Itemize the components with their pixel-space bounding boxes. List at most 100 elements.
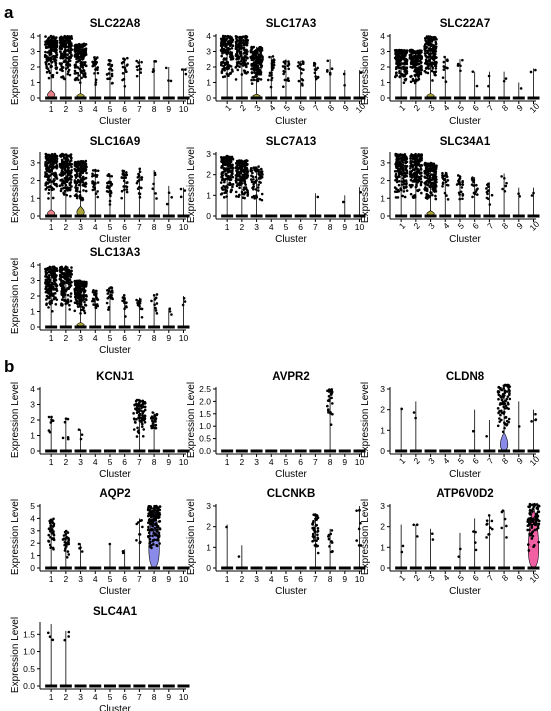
data-point bbox=[65, 542, 69, 546]
zero-points bbox=[294, 566, 307, 570]
data-point bbox=[46, 56, 50, 59]
data-point bbox=[96, 169, 100, 173]
data-point bbox=[224, 168, 228, 172]
data-point bbox=[108, 174, 111, 178]
data-point bbox=[238, 179, 241, 182]
data-point bbox=[154, 420, 157, 423]
data-point bbox=[47, 174, 51, 178]
data-point bbox=[429, 185, 433, 188]
zero-points bbox=[45, 214, 58, 218]
data-point bbox=[151, 509, 154, 513]
data-point bbox=[68, 182, 71, 185]
chart-title: SLC16A9 bbox=[90, 136, 141, 148]
data-point bbox=[427, 41, 430, 45]
y-tick-label: 1 bbox=[30, 78, 35, 88]
data-point bbox=[435, 164, 438, 168]
data-point bbox=[244, 59, 247, 62]
data-point bbox=[432, 58, 436, 62]
data-point bbox=[503, 517, 507, 521]
x-tick-label: 7 bbox=[485, 102, 496, 113]
data-point bbox=[147, 505, 151, 508]
data-point bbox=[79, 171, 82, 175]
data-point bbox=[253, 197, 256, 200]
data-point bbox=[416, 189, 420, 193]
data-point bbox=[402, 180, 405, 184]
data-point bbox=[400, 165, 404, 168]
data-point bbox=[254, 50, 258, 53]
data-point bbox=[446, 198, 450, 201]
data-point bbox=[499, 388, 502, 391]
x-tick-label: 9 bbox=[166, 104, 171, 114]
data-point bbox=[253, 57, 257, 61]
data-point bbox=[238, 36, 241, 39]
zero-points bbox=[395, 214, 408, 218]
data-point bbox=[120, 189, 124, 193]
data-point bbox=[423, 51, 427, 55]
data-point bbox=[441, 185, 444, 188]
data-point bbox=[69, 292, 73, 295]
data-point bbox=[49, 51, 53, 55]
data-point bbox=[152, 182, 155, 186]
data-point bbox=[505, 397, 509, 401]
zero-points bbox=[324, 449, 337, 453]
data-point bbox=[250, 82, 254, 85]
data-point bbox=[46, 169, 49, 173]
y-tick-label: 1 bbox=[30, 307, 35, 317]
data-point bbox=[59, 165, 63, 169]
y-tick-label: 1 bbox=[206, 190, 211, 200]
data-point bbox=[138, 532, 141, 536]
data-point bbox=[62, 37, 66, 40]
y-tick-label: 3 bbox=[30, 400, 35, 410]
data-point bbox=[429, 35, 433, 39]
data-point bbox=[256, 64, 260, 68]
data-point bbox=[502, 401, 506, 404]
y-tick-label: 0 bbox=[380, 446, 385, 456]
data-point bbox=[312, 539, 316, 542]
data-point bbox=[142, 428, 146, 431]
data-point bbox=[78, 298, 82, 302]
data-point bbox=[500, 175, 503, 178]
data-point bbox=[125, 173, 128, 176]
zero-points bbox=[468, 449, 481, 453]
data-point bbox=[301, 60, 304, 63]
zero-points bbox=[409, 566, 422, 570]
data-point bbox=[402, 175, 406, 179]
data-point bbox=[170, 195, 173, 199]
data-point bbox=[120, 196, 123, 200]
data-point bbox=[61, 436, 65, 440]
data-point bbox=[110, 182, 114, 186]
data-point bbox=[220, 160, 223, 163]
data-point bbox=[441, 171, 444, 175]
zero-points bbox=[309, 566, 322, 570]
data-point bbox=[51, 546, 55, 550]
data-point bbox=[52, 297, 56, 301]
data-point bbox=[64, 41, 67, 45]
data-point bbox=[126, 56, 129, 60]
zero-points bbox=[527, 96, 540, 100]
data-point bbox=[82, 68, 85, 72]
data-point bbox=[236, 64, 239, 68]
data-point bbox=[257, 168, 260, 172]
data-point bbox=[66, 281, 70, 284]
data-point bbox=[63, 267, 67, 271]
x-tick-label: 4 bbox=[441, 102, 452, 113]
zero-points bbox=[498, 566, 511, 570]
y-tick-label: 0 bbox=[30, 322, 35, 332]
data-point bbox=[235, 159, 239, 163]
zero-points bbox=[45, 96, 58, 100]
data-point bbox=[48, 42, 51, 45]
data-point bbox=[63, 298, 66, 302]
data-point bbox=[66, 53, 69, 56]
data-point bbox=[397, 183, 401, 187]
data-point bbox=[255, 195, 258, 198]
data-point bbox=[47, 185, 51, 189]
x-axis-label: Cluster bbox=[99, 469, 131, 480]
data-point bbox=[222, 184, 225, 188]
y-tick-label: 2 bbox=[30, 176, 35, 186]
zero-points bbox=[395, 96, 408, 100]
data-point bbox=[434, 197, 438, 201]
data-point bbox=[433, 45, 437, 48]
data-point bbox=[433, 73, 437, 77]
data-point bbox=[66, 162, 69, 165]
